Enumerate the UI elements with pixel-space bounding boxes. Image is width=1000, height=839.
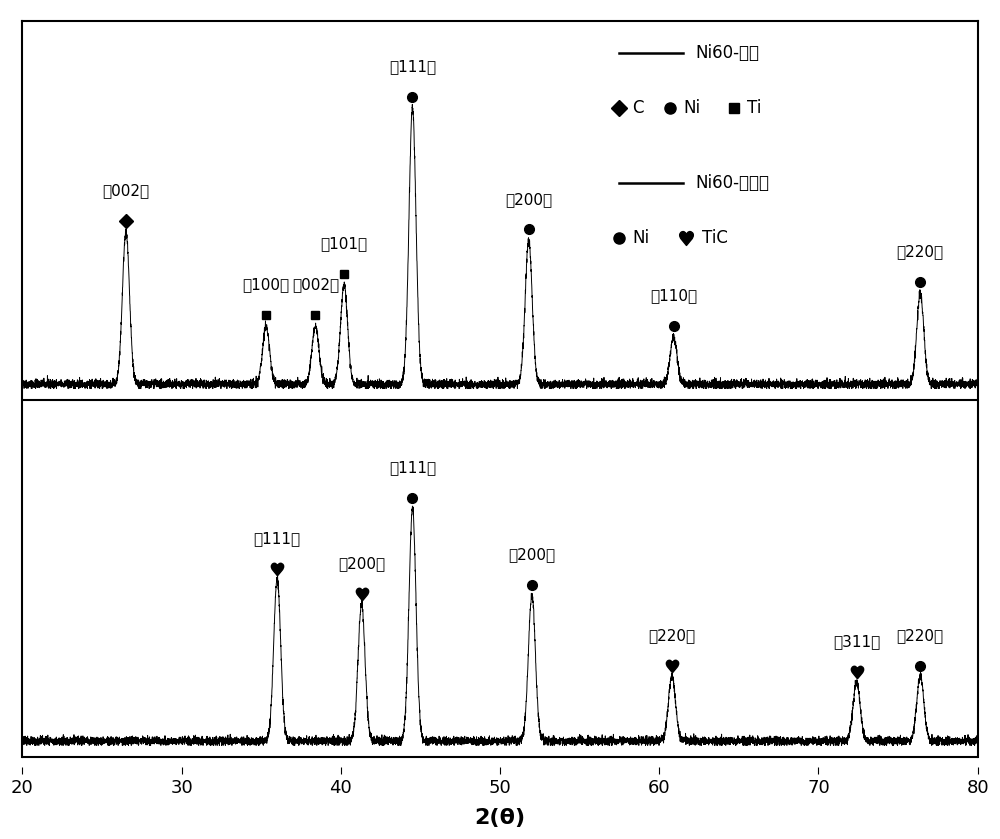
Text: （111）: （111） xyxy=(254,532,301,547)
Text: （200）: （200） xyxy=(338,556,385,571)
Text: Ni60-素胚: Ni60-素胚 xyxy=(696,44,760,62)
Text: （200）: （200） xyxy=(508,547,555,562)
Text: Ni60-烧结后: Ni60-烧结后 xyxy=(696,174,770,192)
Text: TiC: TiC xyxy=(702,229,728,248)
Text: （002）: （002） xyxy=(102,184,150,199)
Text: （220）: （220） xyxy=(648,628,696,644)
Text: （220）: （220） xyxy=(897,244,944,259)
Text: （100）: （100） xyxy=(242,277,290,292)
Text: （220）: （220） xyxy=(897,628,944,644)
Text: （110）: （110） xyxy=(650,289,697,303)
Text: C: C xyxy=(632,100,644,117)
X-axis label: 2(θ): 2(θ) xyxy=(474,808,526,828)
Text: （111）: （111） xyxy=(389,460,436,475)
Text: Ti: Ti xyxy=(747,100,761,117)
Text: （311）: （311） xyxy=(833,634,880,649)
Text: （111）: （111） xyxy=(389,60,436,75)
Text: （002）: （002） xyxy=(292,277,339,292)
Text: Ni: Ni xyxy=(632,229,649,248)
Text: Ni: Ni xyxy=(683,100,700,117)
Text: （101）: （101） xyxy=(320,236,368,251)
Text: （200）: （200） xyxy=(505,192,552,206)
